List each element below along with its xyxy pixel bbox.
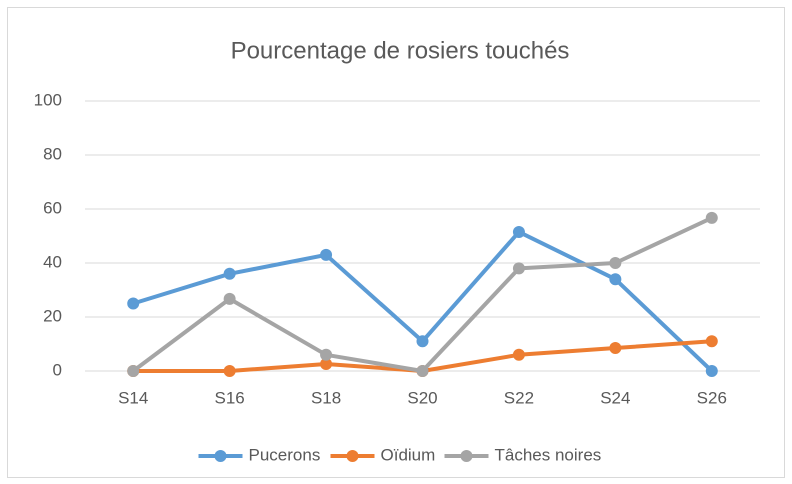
- x-tick-label: S26: [697, 388, 727, 407]
- data-point: [320, 348, 333, 361]
- data-point: [705, 365, 718, 377]
- data-point: [127, 297, 140, 310]
- data-point: [512, 262, 525, 275]
- data-point: [416, 335, 429, 348]
- data-point: [320, 248, 333, 261]
- data-point: [320, 357, 333, 370]
- legend-marker: [460, 450, 473, 462]
- x-tick-label: S22: [504, 388, 534, 407]
- x-tick-label: S18: [311, 388, 341, 407]
- chart-title: Pourcentage de rosiers touchés: [231, 37, 570, 64]
- y-tick-label: 40: [43, 252, 62, 271]
- y-tick-label: 20: [43, 306, 62, 325]
- data-point: [512, 225, 525, 238]
- x-tick-label: S14: [118, 388, 148, 407]
- legend-label: Pucerons: [249, 445, 321, 464]
- data-point: [223, 292, 236, 305]
- data-point: [416, 365, 429, 377]
- y-tick-label: 100: [34, 90, 62, 109]
- x-tick-label: S24: [600, 388, 630, 407]
- data-point: [223, 365, 236, 377]
- data-point: [705, 211, 718, 224]
- y-tick-label: 80: [43, 144, 62, 163]
- legend-marker: [346, 450, 359, 462]
- data-point: [609, 257, 622, 269]
- y-tick-label: 0: [53, 360, 62, 379]
- data-point: [127, 365, 140, 377]
- data-point: [609, 342, 622, 355]
- data-point: [609, 273, 622, 286]
- data-point: [512, 348, 525, 361]
- data-point: [223, 267, 236, 280]
- x-tick-label: S16: [215, 388, 245, 407]
- data-point: [705, 335, 718, 348]
- x-tick-label: S20: [407, 388, 437, 407]
- legend-label: Tâches noires: [495, 445, 602, 464]
- legend-label: Oïdium: [381, 445, 436, 464]
- legend-marker: [214, 450, 227, 462]
- y-tick-label: 60: [43, 198, 62, 217]
